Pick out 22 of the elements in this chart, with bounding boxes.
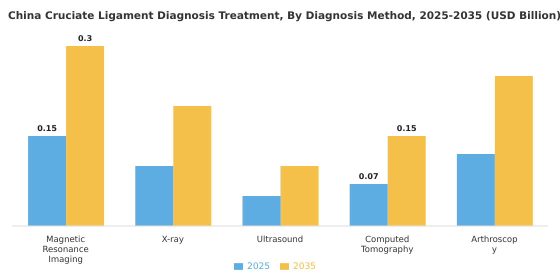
x-tick-label: Arthroscopy	[471, 235, 518, 255]
bar	[28, 136, 66, 226]
bar	[135, 166, 174, 226]
bar	[242, 196, 280, 226]
bar	[350, 184, 388, 226]
legend-label: 2025	[247, 262, 270, 272]
bar	[456, 154, 495, 226]
bar	[66, 46, 104, 226]
data-label: 0.15	[396, 124, 417, 133]
bar	[173, 106, 212, 226]
bar	[388, 136, 426, 226]
data-label: 0.3	[78, 34, 92, 43]
x-tick-label: Magnetic Resonance Imaging	[42, 235, 89, 265]
bar	[280, 166, 318, 226]
x-tick-label: X-ray	[162, 235, 184, 245]
bar	[494, 76, 533, 226]
x-tick-label: Computed Tomography	[360, 235, 414, 255]
data-label: 0.07	[358, 172, 379, 181]
legend-label: 2035	[293, 262, 316, 272]
chart-title: China Cruciate Ligament Diagnosis Treatment, By Diagnosis Method, 2025-2035 (USD Billion)	[8, 9, 560, 24]
data-label: 0.15	[37, 124, 58, 133]
x-tick-label: Ultrasound	[256, 235, 304, 245]
